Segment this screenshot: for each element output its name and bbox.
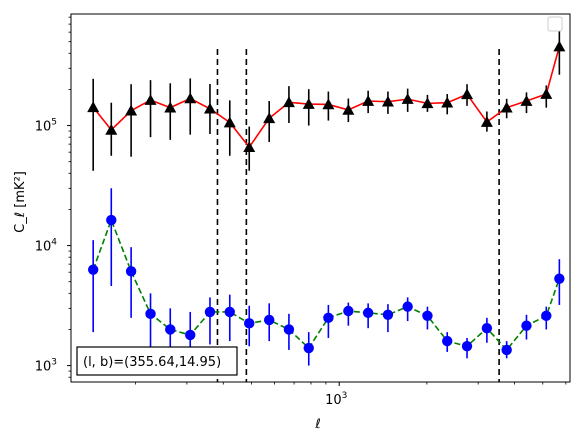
plot-frame xyxy=(70,13,571,383)
series-1-point xyxy=(500,101,513,113)
series-1-point xyxy=(184,92,197,104)
y-tick-label: 105 xyxy=(35,118,57,135)
y-tick-label: 104 xyxy=(35,238,58,255)
series-1-point xyxy=(381,95,394,107)
legend xyxy=(547,16,563,32)
series-2-point xyxy=(145,308,156,320)
series-2-point xyxy=(501,344,512,356)
x-axis-label: ℓ xyxy=(314,417,320,432)
series-1-point xyxy=(125,104,138,116)
series-1-point xyxy=(421,97,434,109)
x-tick-label: 103 xyxy=(325,391,347,408)
legend-box xyxy=(547,16,563,32)
series-2-point xyxy=(541,310,552,321)
series-2-point xyxy=(185,329,196,341)
series-1-point xyxy=(164,101,177,113)
series-2-point xyxy=(204,306,216,318)
series-1-point xyxy=(302,98,315,109)
series-2-point xyxy=(125,266,137,277)
annotation-layer: (l, b)=(355.64,14.95) xyxy=(76,346,238,376)
series-2-point xyxy=(224,306,235,318)
series-1-point xyxy=(342,103,355,115)
series-2-point xyxy=(244,318,255,329)
series-1-point xyxy=(282,96,295,108)
series-1-point xyxy=(480,116,493,127)
series-2-point xyxy=(442,335,453,347)
series-2-point xyxy=(402,301,413,312)
plot-marks xyxy=(87,28,566,382)
series-1-point xyxy=(105,123,118,135)
series-1-point xyxy=(362,95,375,106)
annotation-box xyxy=(76,346,238,376)
series-1-point xyxy=(144,94,157,105)
series-2-point xyxy=(382,309,394,320)
series-2-point xyxy=(106,214,117,226)
series-2-point xyxy=(87,264,99,275)
series-2-point xyxy=(521,320,532,331)
series-2-point xyxy=(303,342,314,354)
series-2-point xyxy=(264,314,275,326)
series-1-point xyxy=(203,102,216,114)
series-1-point xyxy=(441,96,454,108)
series-2-point xyxy=(343,305,354,317)
series-1-point xyxy=(461,88,474,100)
series-1-point xyxy=(401,93,414,104)
series-1-point xyxy=(553,40,566,52)
series-2-point xyxy=(461,341,473,352)
series-2-point xyxy=(481,322,493,334)
annotation-text: (l, b)=(355.64,14.95) xyxy=(83,355,221,370)
y-tick-label: 103 xyxy=(35,358,57,375)
series-2-point xyxy=(283,324,295,335)
series-1-point xyxy=(540,88,553,99)
series-2-point xyxy=(422,310,433,321)
series-2-point xyxy=(323,312,334,324)
series-1-point xyxy=(243,141,256,153)
series-2-point xyxy=(165,324,176,335)
series-1-point xyxy=(263,112,276,124)
series-2-point xyxy=(362,307,374,319)
series-1-point xyxy=(322,98,335,110)
series-1-line xyxy=(92,46,561,149)
series-1-point xyxy=(223,116,236,128)
series-1-point xyxy=(520,95,533,106)
series-2-point xyxy=(554,273,565,284)
series-1-point xyxy=(87,101,100,113)
y-axis-label: C_ℓ [mK²] xyxy=(13,171,28,233)
